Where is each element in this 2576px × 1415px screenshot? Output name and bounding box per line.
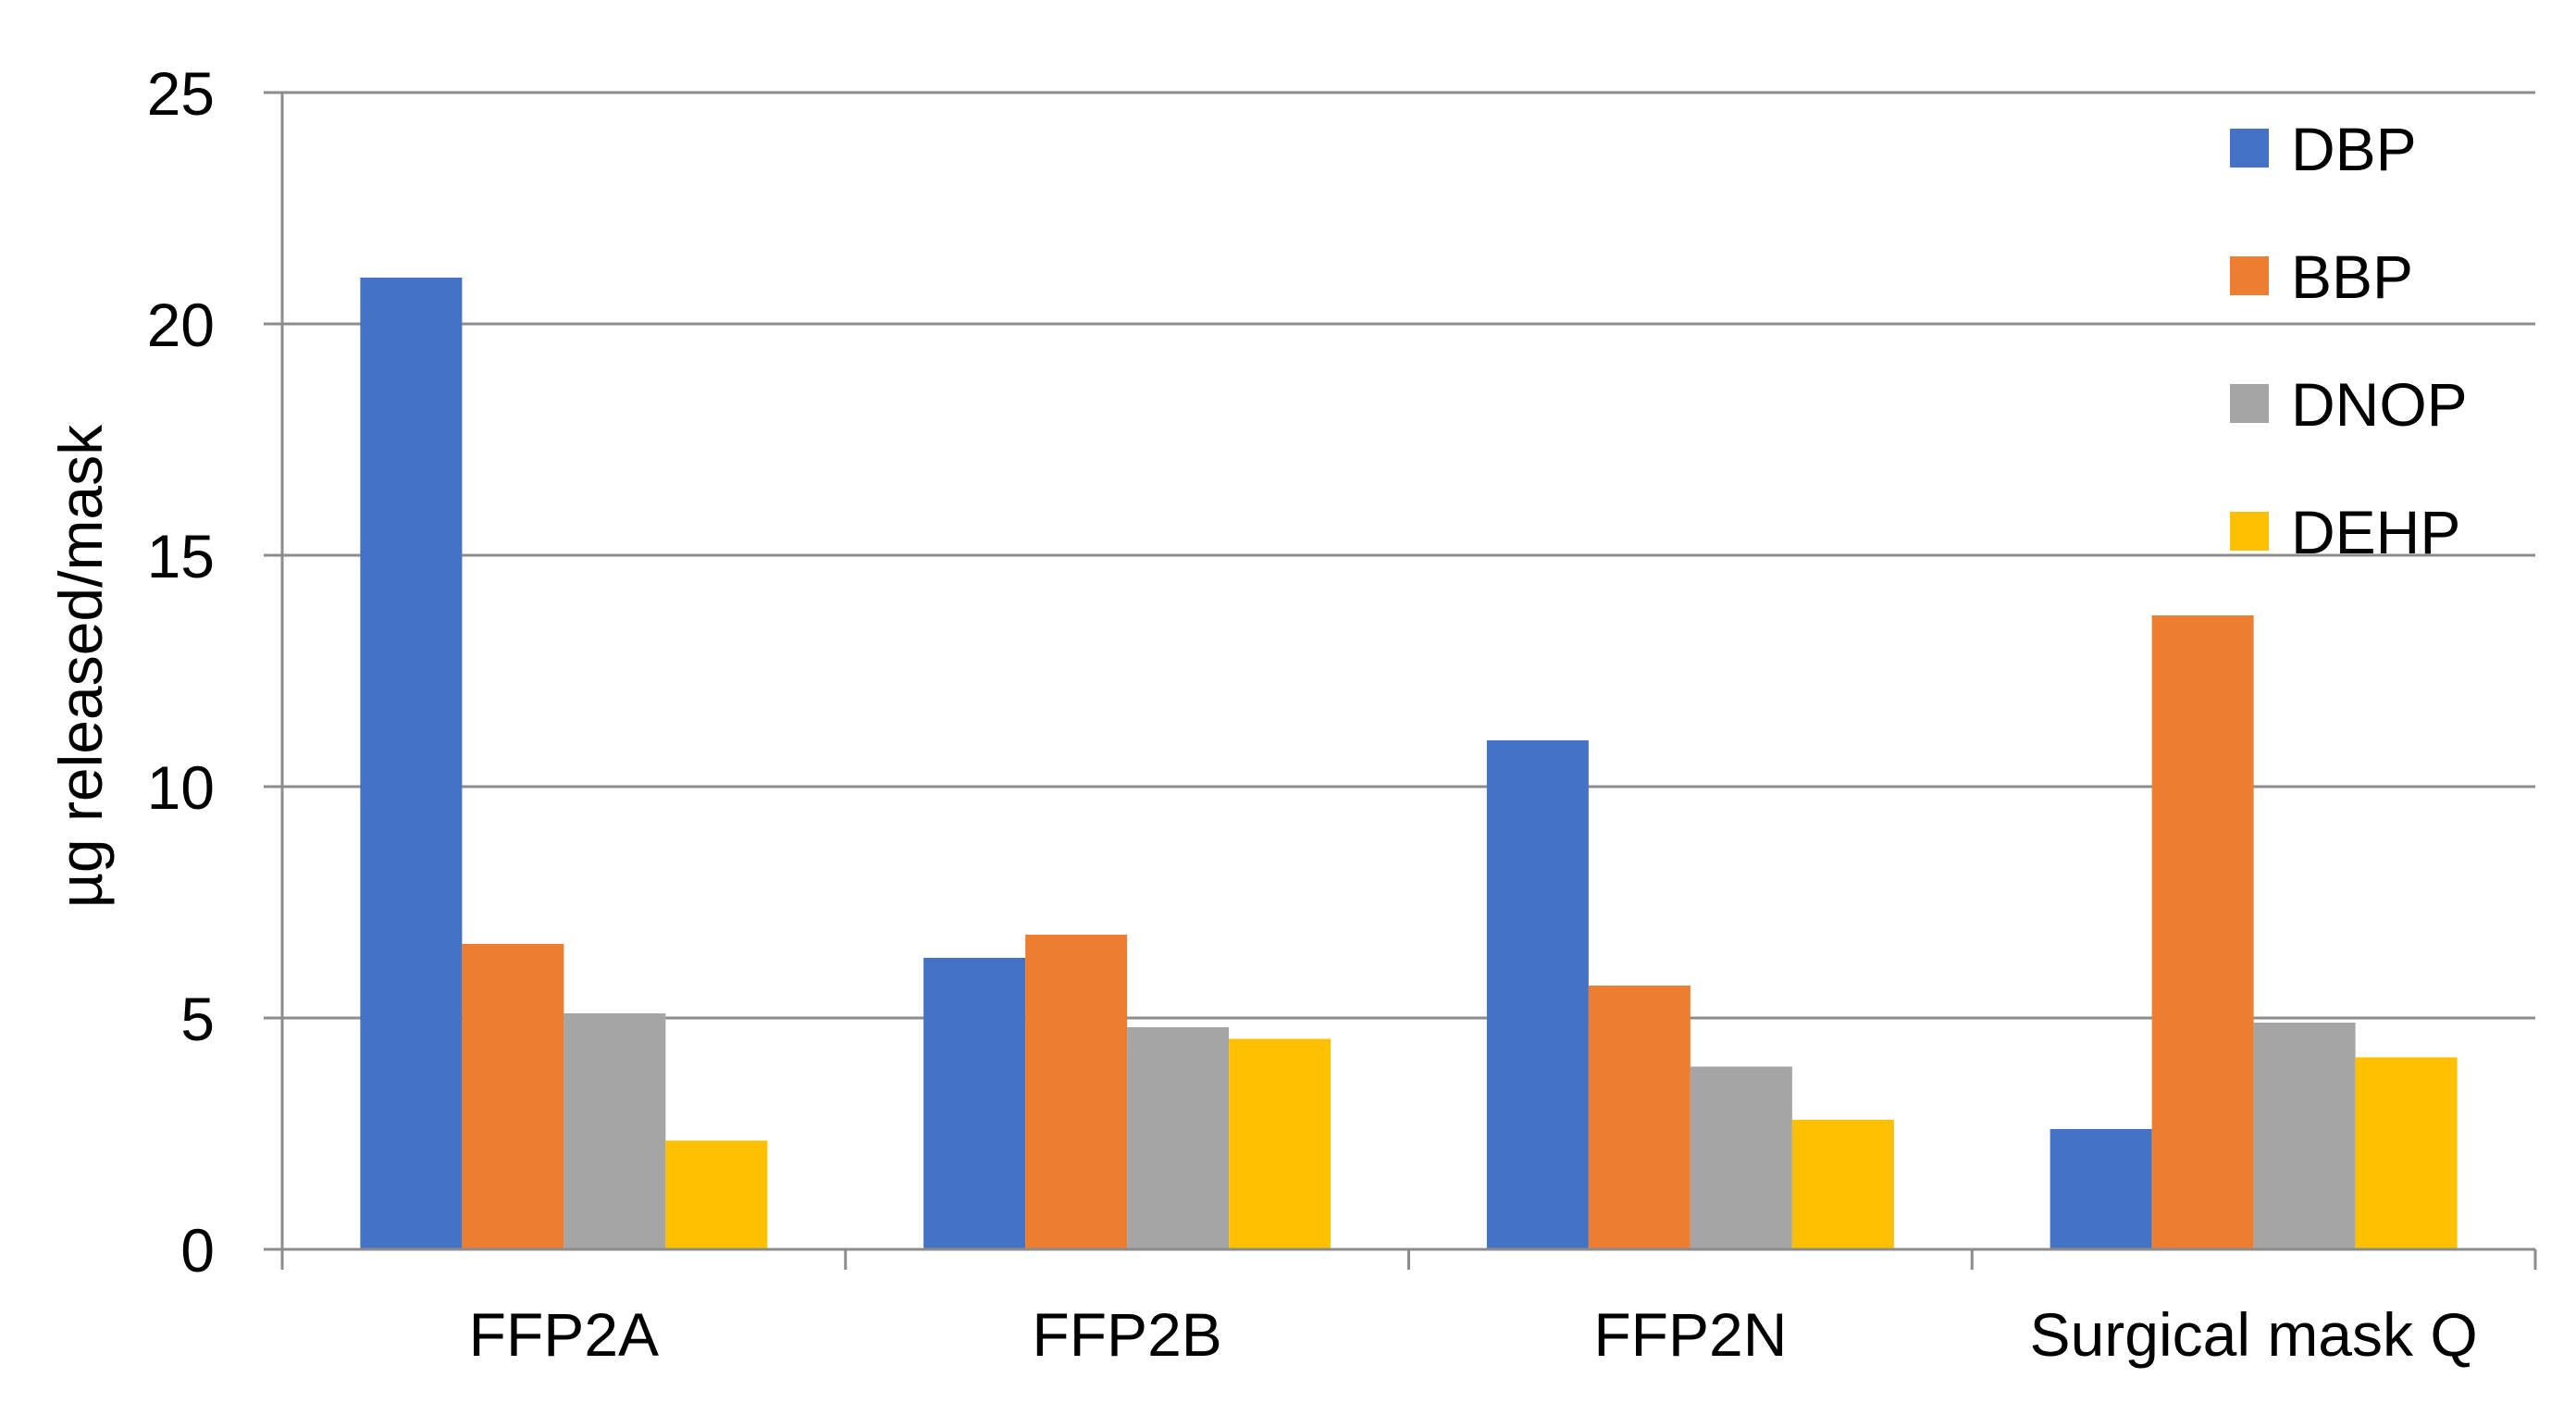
legend-swatch-dehp [2230, 512, 2269, 551]
x-tick-label: FFP2A [469, 1300, 659, 1369]
legend-label-dnop: DNOP [2291, 370, 2468, 439]
legend-swatch-dnop [2230, 384, 2269, 423]
legend-label-dbp: DBP [2291, 115, 2417, 183]
bar-dnop-2 [1690, 1066, 1792, 1249]
y-tick-label: 15 [147, 522, 215, 590]
legend-swatch-bbp [2230, 256, 2269, 295]
y-tick-label: 25 [147, 59, 215, 128]
bar-dnop-0 [564, 1013, 666, 1249]
bar-dehp-2 [1791, 1120, 1894, 1249]
x-tick-label: FFP2B [1032, 1300, 1221, 1369]
bar-dnop-3 [2253, 1023, 2356, 1249]
bar-bbp-3 [2151, 615, 2254, 1249]
y-tick-label: 20 [147, 291, 215, 359]
bar-dehp-3 [2355, 1057, 2458, 1249]
legend-swatch-dbp [2230, 129, 2269, 168]
y-tick-label: 5 [180, 985, 215, 1053]
y-tick-label: 10 [147, 753, 215, 822]
axes [264, 91, 2537, 1270]
y-tick-label: 0 [180, 1216, 215, 1285]
bar-bbp-0 [462, 944, 564, 1249]
bar-bbp-2 [1588, 986, 1690, 1249]
y-axis-label: µg released/mask [46, 424, 115, 908]
bar-dehp-1 [1229, 1038, 1331, 1249]
x-tick-label: FFP2N [1593, 1300, 1787, 1369]
bar-dehp-0 [665, 1140, 768, 1249]
tick-labels: 0 5 10 15 20 25 FFP2A FFP2B FFP2N Surgical mask Q [147, 59, 2478, 1369]
bar-dbp-2 [1486, 740, 1589, 1249]
bar-dbp-1 [923, 958, 1026, 1249]
bars [360, 278, 2458, 1249]
x-tick-label: Surgical mask Q [2030, 1300, 2478, 1369]
bar-dbp-3 [2050, 1129, 2152, 1249]
legend: DBP BBP DNOP DEHP [2230, 115, 2468, 566]
bar-dbp-0 [360, 278, 463, 1249]
bar-bbp-1 [1025, 935, 1128, 1249]
legend-label-bbp: BBP [2291, 242, 2413, 311]
legend-label-dehp: DEHP [2291, 498, 2460, 566]
bar-dnop-1 [1127, 1027, 1230, 1249]
